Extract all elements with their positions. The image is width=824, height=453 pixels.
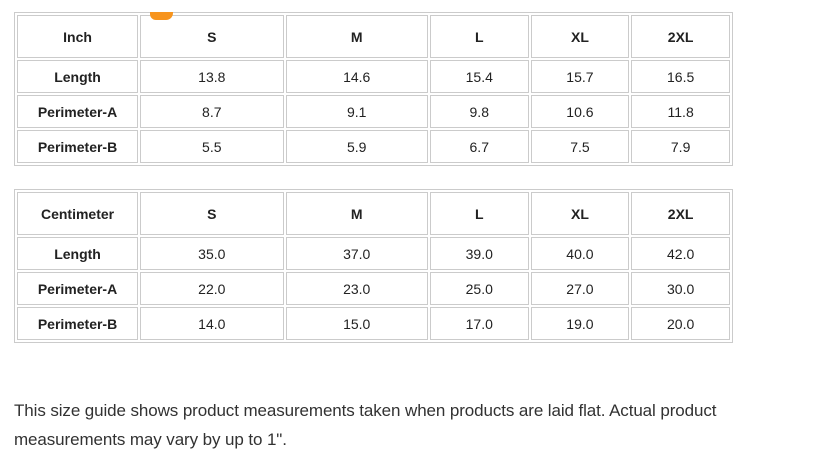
value-cell: 25.0: [429, 272, 529, 305]
value-cell: 30.0: [631, 272, 730, 305]
value-cell: 22.0: [140, 272, 284, 305]
value-cell: 14.6: [285, 60, 428, 93]
value-cell: 6.7: [429, 130, 529, 163]
size-header-cell: 2XL: [631, 15, 730, 58]
value-cell: 11.8: [631, 95, 730, 128]
value-cell: 42.0: [631, 237, 730, 270]
unit-header-cell: Centimeter: [17, 192, 139, 235]
value-cell: 35.0: [140, 237, 284, 270]
size-header-cell: M: [285, 192, 428, 235]
value-cell: 9.1: [285, 95, 428, 128]
size-table-centimeter: Centimeter S M L XL 2XL Length 35.0 37.0 39.0 40.0…: [14, 189, 733, 343]
clipped-heading: [150, 12, 174, 20]
row-label-cell: Length: [17, 237, 139, 270]
size-guide-note: This size guide shows product measuremen…: [14, 396, 716, 453]
size-header-cell: L: [429, 15, 529, 58]
row-label-cell: Perimeter-A: [17, 272, 139, 305]
value-cell: 27.0: [530, 272, 630, 305]
value-cell: 15.7: [530, 60, 630, 93]
size-header-cell: M: [285, 15, 428, 58]
value-cell: 13.8: [140, 60, 284, 93]
size-table-inch: Inch S M L XL 2XL Length 13.8 14.6 15.4 15.7 16.5 Pe…: [14, 12, 733, 166]
header-row: Inch S M L XL 2XL: [17, 15, 730, 58]
size-header-cell: XL: [530, 15, 630, 58]
value-cell: 5.9: [285, 130, 428, 163]
row-label-cell: Length: [17, 60, 139, 93]
row-label-cell: Perimeter-B: [17, 307, 139, 340]
note-line-1: This size guide shows product measuremen…: [14, 401, 717, 420]
table-row: Perimeter-A 22.0 23.0 25.0 27.0 30.0: [17, 272, 730, 305]
value-cell: 7.9: [631, 130, 730, 163]
value-cell: 23.0: [285, 272, 428, 305]
value-cell: 17.0: [429, 307, 529, 340]
value-cell: 7.5: [530, 130, 630, 163]
value-cell: 40.0: [530, 237, 630, 270]
size-header-cell: L: [429, 192, 529, 235]
value-cell: 5.5: [140, 130, 284, 163]
value-cell: 39.0: [429, 237, 529, 270]
value-cell: 8.7: [140, 95, 284, 128]
value-cell: 20.0: [631, 307, 730, 340]
size-header-cell: XL: [530, 192, 630, 235]
value-cell: 14.0: [140, 307, 284, 340]
row-label-cell: Perimeter-A: [17, 95, 139, 128]
note-line-2: measurements may vary by up to 1".: [14, 430, 287, 449]
table-row: Perimeter-A 8.7 9.1 9.8 10.6 11.8: [17, 95, 730, 128]
value-cell: 9.8: [429, 95, 529, 128]
value-cell: 10.6: [530, 95, 630, 128]
table-row: Perimeter-B 14.0 15.0 17.0 19.0 20.0: [17, 307, 730, 340]
table-row: Length 35.0 37.0 39.0 40.0 42.0: [17, 237, 730, 270]
value-cell: 37.0: [285, 237, 428, 270]
header-row: Centimeter S M L XL 2XL: [17, 192, 730, 235]
value-cell: 15.4: [429, 60, 529, 93]
size-guide-page: Inch S M L XL 2XL Length 13.8 14.6 15.4 15.7 16.5 Pe…: [0, 12, 824, 453]
size-header-cell: 2XL: [631, 192, 730, 235]
clipped-heading-letter-g-glyph: [150, 12, 173, 20]
value-cell: 19.0: [530, 307, 630, 340]
table-row: Length 13.8 14.6 15.4 15.7 16.5: [17, 60, 730, 93]
table-row: Perimeter-B 5.5 5.9 6.7 7.5 7.9: [17, 130, 730, 163]
size-header-cell: S: [140, 192, 284, 235]
unit-header-cell: Inch: [17, 15, 139, 58]
row-label-cell: Perimeter-B: [17, 130, 139, 163]
value-cell: 16.5: [631, 60, 730, 93]
size-header-cell: S: [140, 15, 284, 58]
value-cell: 15.0: [285, 307, 428, 340]
